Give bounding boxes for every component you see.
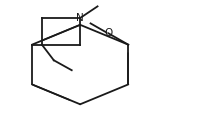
Text: O: O (104, 28, 113, 38)
Text: N: N (76, 13, 83, 23)
